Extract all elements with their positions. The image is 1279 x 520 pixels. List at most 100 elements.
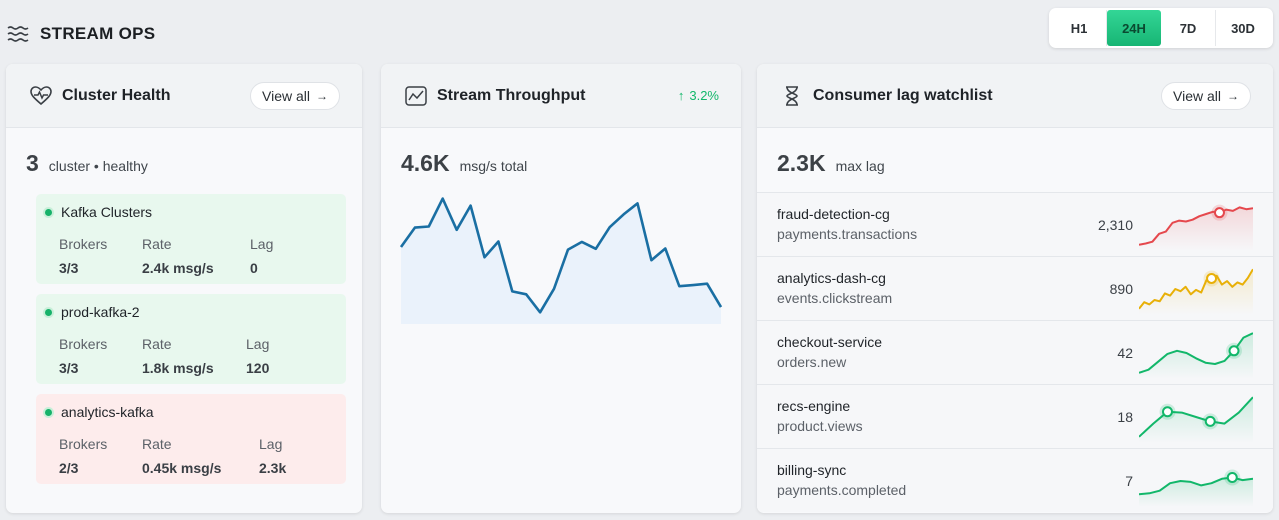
consumer-group: billing-sync xyxy=(777,462,847,478)
brokers-value: 3/3 xyxy=(59,260,79,276)
consumer-group: checkout-service xyxy=(777,334,883,350)
topic: product.views xyxy=(777,418,863,434)
lag-label: Lag xyxy=(246,336,270,352)
range-h1-button[interactable]: H1 xyxy=(1052,10,1107,46)
consumer-lag-card: Consumer lag watchlist View all → 2.3K m… xyxy=(757,64,1273,513)
cluster-count: 3 xyxy=(26,150,39,176)
throughput-value: 4.6K xyxy=(401,150,450,176)
sparkline-marker xyxy=(1226,471,1238,483)
cluster-health-view-all-button[interactable]: View all → xyxy=(250,81,340,110)
range-7d-button[interactable]: 7D xyxy=(1161,10,1216,46)
status-dot-icon xyxy=(45,409,52,416)
max-lag-label: max lag xyxy=(835,158,885,174)
cluster-item[interactable]: Kafka Clusters Brokers Rate Lag 3/3 2.4k… xyxy=(36,194,346,284)
stream-throughput-card: Stream Throughput ↑ 3.2% 4.6K msg/s tota… xyxy=(381,64,741,513)
sparkline-marker xyxy=(1204,415,1216,427)
cluster-item[interactable]: analytics-kafka Brokers Rate Lag 2/3 0.4… xyxy=(36,394,346,484)
rate-label: Rate xyxy=(142,336,172,352)
rate-value: 0.45k msg/s xyxy=(142,460,222,476)
view-all-label: View all xyxy=(1173,87,1221,104)
sparkline-area xyxy=(1139,477,1253,507)
cluster-health-title: Cluster Health xyxy=(62,86,171,104)
brand: STREAM OPS xyxy=(6,20,155,48)
topic: events.clickstream xyxy=(777,290,893,306)
lag-count: 2,310 xyxy=(1097,217,1133,233)
lag-row[interactable]: billing-sync payments.completed 7 xyxy=(757,448,1273,512)
arrow-up-icon: ↑ xyxy=(677,88,685,103)
brokers-label: Brokers xyxy=(59,436,108,452)
consumer-lag-header: Consumer lag watchlist View all → xyxy=(757,64,1273,128)
line-chart-icon xyxy=(405,85,427,107)
consumer-group: analytics-dash-cg xyxy=(777,270,886,286)
sparkline-line xyxy=(1139,396,1253,438)
rate-label: Rate xyxy=(142,436,172,452)
lag-sparkline xyxy=(1139,204,1253,251)
throughput-line-chart xyxy=(399,197,723,324)
topic: orders.new xyxy=(777,354,847,370)
throughput-area xyxy=(401,198,721,324)
sparkline-line xyxy=(1139,268,1253,310)
lag-count: 42 xyxy=(1117,345,1133,361)
app-title: STREAM OPS xyxy=(40,24,156,43)
lag-value: 0 xyxy=(250,260,258,276)
lag-row[interactable]: recs-engine product.views 18 xyxy=(757,384,1273,448)
lag-count: 890 xyxy=(1109,281,1133,297)
arrow-right-icon: → xyxy=(316,88,328,103)
topic: payments.transactions xyxy=(777,226,918,242)
rate-label: Rate xyxy=(142,236,172,252)
consumer-group: recs-engine xyxy=(777,398,851,414)
throughput-line xyxy=(399,197,723,314)
view-all-label: View all xyxy=(262,87,310,104)
consumer-lag-title: Consumer lag watchlist xyxy=(813,86,993,104)
lag-value: 2.3k xyxy=(259,460,287,476)
status-dot-icon xyxy=(45,309,52,316)
cluster-name: analytics-kafka xyxy=(61,404,154,420)
rate-value: 1.8k msg/s xyxy=(142,360,214,376)
stream-throughput-header: Stream Throughput ↑ 3.2% xyxy=(381,64,741,128)
throughput-value-label: msg/s total xyxy=(459,158,528,174)
topic: payments.completed xyxy=(777,482,907,498)
waves-icon xyxy=(7,26,29,42)
lag-sparkline xyxy=(1139,332,1253,379)
throughput-metric: 4.6K msg/s total xyxy=(401,150,527,177)
lag-row[interactable]: fraud-detection-cg payments.transactions… xyxy=(757,192,1273,256)
cluster-name: Kafka Clusters xyxy=(61,204,153,220)
cluster-name: prod-kafka-2 xyxy=(61,304,140,320)
cluster-count-metric: 3 cluster • healthy xyxy=(26,150,148,177)
status-dot-icon xyxy=(45,209,52,216)
max-lag-value: 2.3K xyxy=(777,150,826,176)
sparkline-area xyxy=(1139,333,1253,379)
rate-value: 2.4k msg/s xyxy=(142,260,214,276)
range-24h-button[interactable]: 24H xyxy=(1107,10,1161,46)
range-30d-button[interactable]: 30D xyxy=(1231,20,1255,36)
brokers-value: 3/3 xyxy=(59,360,79,376)
consumer-group: fraud-detection-cg xyxy=(777,206,890,222)
sparkline-line xyxy=(1139,206,1253,246)
sparkline-area xyxy=(1139,397,1253,443)
arrow-right-icon: → xyxy=(1227,88,1239,103)
lag-count: 18 xyxy=(1117,409,1133,425)
lag-label: Lag xyxy=(250,236,274,252)
lag-row[interactable]: analytics-dash-cg events.clickstream 890 xyxy=(757,256,1273,320)
lag-sparkline xyxy=(1139,396,1253,443)
cluster-count-label: cluster • healthy xyxy=(48,158,148,174)
lag-label: Lag xyxy=(259,436,283,452)
brokers-label: Brokers xyxy=(59,336,108,352)
sparkline-area xyxy=(1139,269,1253,315)
lag-sparkline xyxy=(1139,469,1253,507)
sparkline-marker xyxy=(1213,207,1225,219)
lag-row[interactable]: checkout-service orders.new 42 xyxy=(757,320,1273,384)
stream-throughput-title: Stream Throughput xyxy=(437,86,586,104)
sparkline-area xyxy=(1139,207,1253,251)
sparkline-marker xyxy=(1228,345,1240,357)
consumer-lag-view-all-button[interactable]: View all → xyxy=(1161,81,1251,110)
lag-sparkline xyxy=(1139,268,1253,315)
sparkline-marker xyxy=(1162,406,1173,418)
time-range-selector: H1 24H 7D 30D xyxy=(1049,8,1273,48)
brokers-value: 2/3 xyxy=(59,460,79,476)
lag-value: 120 xyxy=(246,360,270,376)
cluster-item[interactable]: prod-kafka-2 Brokers Rate Lag 3/3 1.8k m… xyxy=(36,294,346,384)
max-lag-metric: 2.3K max lag xyxy=(777,150,885,177)
cluster-health-card: Cluster Health View all → 3 cluster • he… xyxy=(6,64,362,513)
heart-pulse-icon xyxy=(30,85,52,107)
